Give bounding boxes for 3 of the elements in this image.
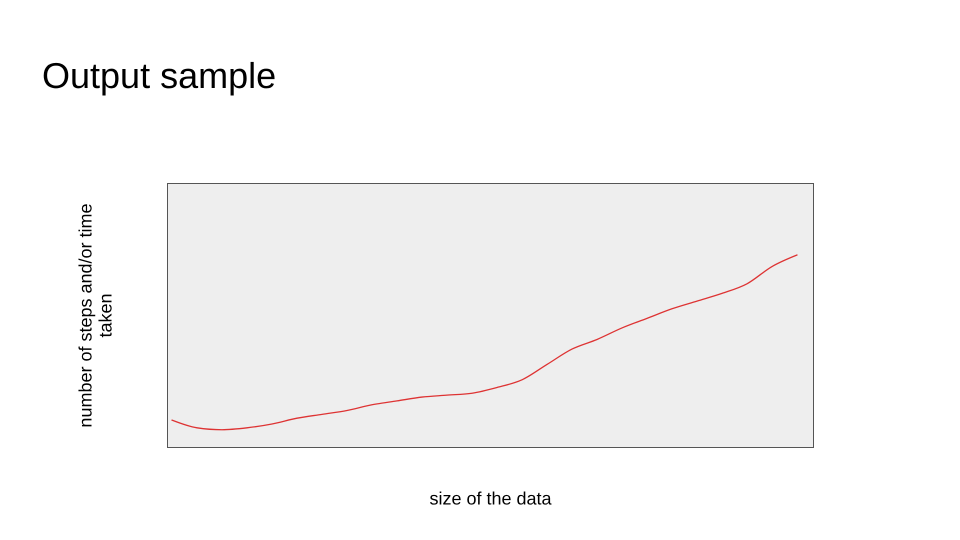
y-axis-title: number of steps and/or time taken	[76, 203, 116, 428]
chart-title: Output sample	[42, 55, 276, 96]
x-axis-title: size of the data	[429, 488, 553, 508]
